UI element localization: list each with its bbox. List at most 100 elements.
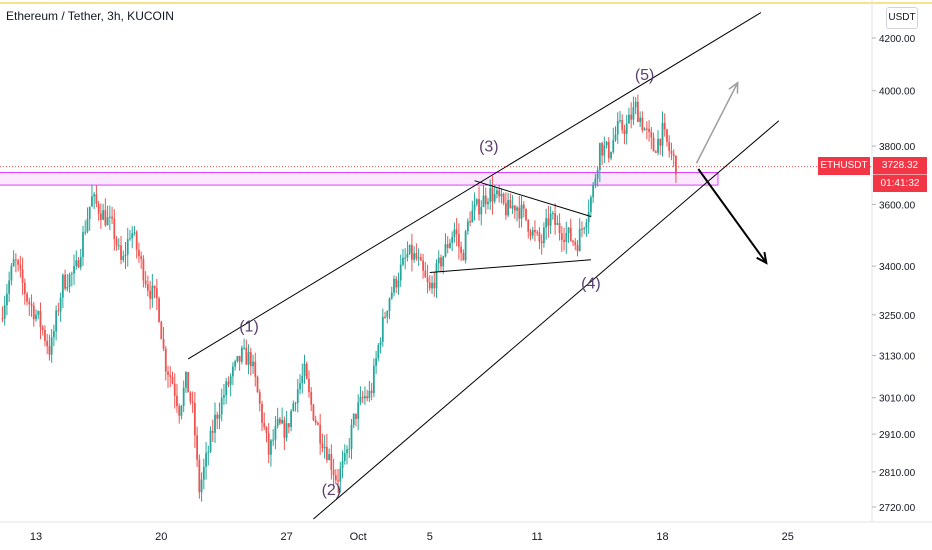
wave-labels-group: (1) (2) (3) (4) (5) — [239, 67, 654, 499]
candle-body — [419, 257, 422, 261]
candle-body — [567, 227, 570, 233]
candle-body — [491, 188, 494, 202]
candle-body — [287, 423, 290, 428]
last-price-value: 3728.32 — [881, 160, 919, 171]
price-axis[interactable]: 4200.00 4000.00 3800.00 3600.00 3400.00 3250.… — [872, 34, 916, 514]
candle-body — [666, 129, 668, 142]
candle-body — [75, 260, 78, 267]
last-price-box: 3728.32 01:41:32 — [873, 157, 927, 192]
candle-body — [596, 169, 599, 179]
candle-body — [576, 245, 579, 251]
candle-body — [558, 223, 561, 234]
candle-body — [388, 298, 391, 311]
candle-body — [408, 244, 411, 254]
candle-body — [390, 292, 393, 299]
candle-body — [545, 218, 548, 228]
candle-body — [238, 355, 241, 362]
y-tick-label: 3010.00 — [879, 394, 916, 405]
candle-body — [135, 232, 138, 250]
candle-body — [616, 121, 619, 135]
candle-body — [350, 425, 353, 449]
candle-body — [574, 242, 577, 246]
candle-body — [534, 229, 536, 233]
wave-label: (4) — [581, 276, 601, 293]
candle-body — [659, 138, 662, 146]
candle-body — [361, 396, 364, 399]
candle-body — [498, 190, 501, 197]
candle-body — [395, 278, 398, 288]
candle-body — [265, 426, 268, 434]
candle-body — [70, 273, 73, 275]
candle-body — [211, 430, 214, 433]
candle-body — [151, 285, 154, 299]
candle-body — [516, 207, 518, 211]
candle-body — [449, 242, 451, 248]
candle-body — [88, 206, 91, 219]
upper-channel-line — [187, 12, 762, 360]
candle-body — [435, 263, 438, 289]
wave-label: (2) — [322, 482, 342, 499]
chart-title: Ethereum / Tether, 3h, KUCOIN — [6, 9, 174, 23]
candle-body — [648, 128, 650, 133]
y-tick-label: 2720.00 — [879, 503, 916, 514]
candle-body — [433, 282, 436, 289]
candle-body — [455, 229, 458, 234]
candle-body — [247, 351, 250, 365]
candle-body — [299, 383, 301, 390]
candle-body — [507, 199, 510, 216]
candle-body — [164, 348, 167, 372]
candle-body — [39, 311, 42, 328]
candle-body — [484, 195, 487, 205]
candle-body — [191, 401, 194, 403]
candle-body — [444, 244, 447, 257]
candle-body — [328, 454, 331, 461]
candle-body — [594, 178, 597, 186]
candle-body — [252, 361, 254, 367]
candle-body — [229, 376, 232, 385]
candle-body — [142, 259, 145, 281]
candle-body — [607, 141, 610, 159]
candle-body — [59, 297, 62, 312]
x-tick-label: 13 — [30, 531, 42, 543]
time-axis[interactable]: 13 20 27 Oct 5 11 18 25 — [30, 531, 794, 543]
candle-body — [437, 257, 440, 264]
y-tick-label: 3400.00 — [879, 262, 916, 273]
x-tick-label: 27 — [280, 531, 292, 543]
candle-body — [402, 257, 404, 265]
candle-body — [636, 101, 639, 122]
candle-body — [196, 435, 198, 460]
candle-body — [585, 222, 588, 229]
candle-body — [587, 212, 590, 223]
candle-body — [1, 318, 4, 320]
candle-body — [330, 454, 333, 470]
candle-body — [185, 372, 187, 388]
candle-body — [214, 414, 216, 433]
candle-body — [305, 363, 308, 379]
triangle-top-line — [474, 180, 592, 217]
candle-body — [243, 347, 245, 349]
candle-body — [50, 337, 53, 355]
candle-body — [153, 285, 156, 289]
candle-body — [296, 389, 299, 403]
candle-body — [35, 314, 37, 320]
candle-body — [424, 270, 427, 278]
candle-body — [592, 185, 595, 198]
candle-body — [399, 264, 402, 281]
candle-body — [645, 128, 648, 130]
candle-body — [605, 141, 608, 146]
candle-body — [126, 239, 129, 255]
candle-body — [482, 195, 485, 207]
candle-body — [581, 228, 583, 230]
candle-body — [601, 143, 603, 156]
candle-body — [538, 232, 541, 242]
candle-body — [55, 310, 58, 332]
currency-unit-button[interactable]: USDT — [886, 7, 918, 29]
candle-body — [303, 363, 306, 376]
candle-body — [155, 288, 158, 299]
candle-body — [386, 310, 389, 318]
x-tick-label: Oct — [350, 531, 367, 543]
candle-body — [171, 376, 174, 384]
candle-body — [404, 257, 407, 259]
candle-body — [205, 452, 207, 467]
